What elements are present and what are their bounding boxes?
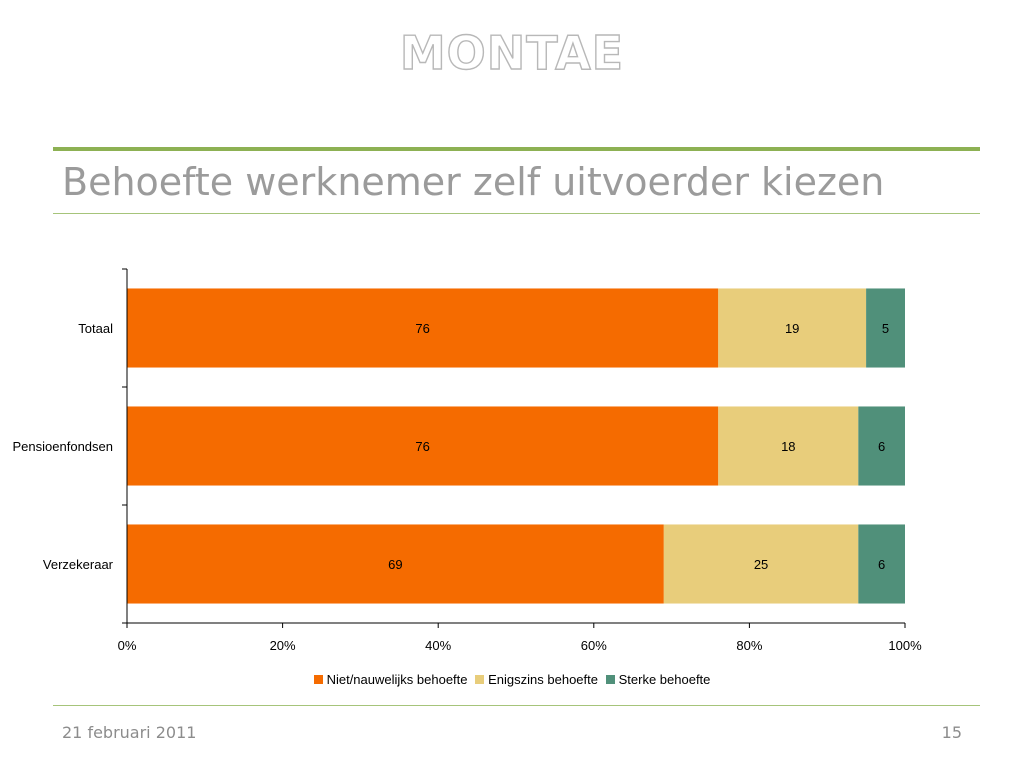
title-top-rule xyxy=(53,147,980,151)
bar-pensioenfondsen-enigszins-behoefte xyxy=(718,406,859,486)
x-tick-label-20: 20% xyxy=(270,638,296,653)
stacked-bar-chart: 76 19 5 Totaal 76 18 6 Pensioenfondsen 69 25 6 Verz… xyxy=(13,268,922,653)
bar-totaal-niet-nauwelijks-behoefte xyxy=(127,288,719,368)
legend-label-enigszins: Enigszins behoefte xyxy=(488,672,598,687)
category-label-pensioenfondsen: Pensioenfondsen xyxy=(13,439,113,454)
bar-pensioenfondsen-niet-nauwelijks-behoefte xyxy=(127,406,719,486)
page-number: 15 xyxy=(941,723,962,742)
category-label-verzekeraar: Verzekeraar xyxy=(43,557,114,572)
bar-verzekeraar-enigszins-behoefte xyxy=(663,524,859,604)
title-bottom-rule xyxy=(53,213,980,214)
bar-pensioenfondsen-sterke-behoefte xyxy=(858,406,905,486)
data-label-pensioenfondsen-sterke-behoefte: 6 xyxy=(878,439,885,454)
data-label-pensioenfondsen-enigszins-behoefte: 18 xyxy=(781,439,795,454)
legend-swatch-enigszins xyxy=(475,675,485,684)
legend-label-sterke: Sterke behoefte xyxy=(618,672,711,687)
footer-rule xyxy=(53,705,980,706)
montae-logo: MONTAE xyxy=(399,25,625,80)
legend-item-enigszins: Enigszins behoefte xyxy=(475,672,598,687)
chart-legend: Niet/nauwelijks behoefte Enigszins behoe… xyxy=(0,672,1024,687)
legend-swatch-niet xyxy=(313,675,323,684)
bar-totaal-sterke-behoefte xyxy=(866,288,905,368)
data-label-verzekeraar-enigszins-behoefte: 25 xyxy=(754,557,768,572)
data-label-verzekeraar-niet-nauwelijks-behoefte: 69 xyxy=(388,557,402,572)
x-tick-label-60: 60% xyxy=(581,638,607,653)
x-tick-label-0: 0% xyxy=(118,638,137,653)
bar-verzekeraar-niet-nauwelijks-behoefte xyxy=(127,524,664,604)
data-label-totaal-niet-nauwelijks-behoefte: 76 xyxy=(415,321,429,336)
legend-item-sterke: Sterke behoefte xyxy=(605,672,711,687)
category-label-totaal: Totaal xyxy=(78,321,113,336)
x-tick-label-40: 40% xyxy=(425,638,451,653)
footer-date: 21 februari 2011 xyxy=(62,723,197,742)
bar-totaal-enigszins-behoefte xyxy=(718,288,867,368)
legend-label-niet: Niet/nauwelijks behoefte xyxy=(326,672,468,687)
slide-title: Behoefte werknemer zelf uitvoerder kieze… xyxy=(62,160,885,204)
bar-verzekeraar-sterke-behoefte xyxy=(858,524,905,604)
data-label-verzekeraar-sterke-behoefte: 6 xyxy=(878,557,885,572)
x-tick-label-80: 80% xyxy=(736,638,762,653)
legend-swatch-sterke xyxy=(605,675,615,684)
data-label-pensioenfondsen-niet-nauwelijks-behoefte: 76 xyxy=(415,439,429,454)
legend-item-niet: Niet/nauwelijks behoefte xyxy=(313,672,468,687)
data-label-totaal-enigszins-behoefte: 19 xyxy=(785,321,799,336)
data-label-totaal-sterke-behoefte: 5 xyxy=(882,321,889,336)
x-tick-label-100: 100% xyxy=(888,638,922,653)
